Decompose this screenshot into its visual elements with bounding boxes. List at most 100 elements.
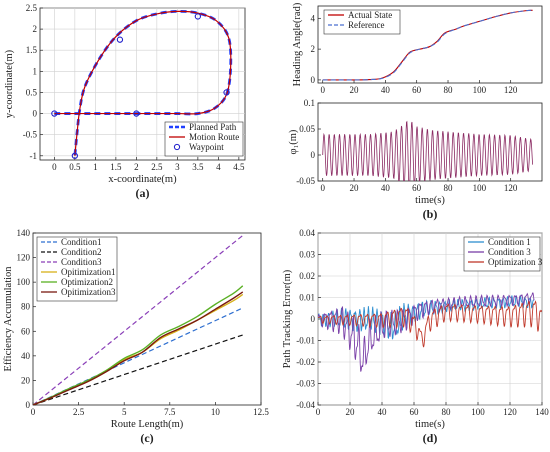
series-line-4	[33, 285, 244, 405]
y-tick-label: 140	[17, 228, 31, 238]
axes-b2: 0 20 40 60 80 100 120 -0.05 0 0.05 0.1 time(s) φ₁(m)…	[288, 98, 543, 221]
y-tick-label: -0.5	[23, 130, 38, 140]
y-tick-label: -0.01	[296, 336, 315, 346]
panel-label: (d)	[423, 431, 438, 445]
x-tick-label: 20	[346, 407, 356, 417]
axes-b1: 0 20 40 60 80 100 120 0 2 4 Heading Angle(rad) Actu…	[292, 2, 543, 95]
series-line-1	[322, 9, 533, 81]
axes-a: 0 0.5 1 1.5 2 2.5 3 3.5 4 4.5 -1 -0.5 0 0.5 1 1.5 2 2.5 x-…	[4, 3, 246, 200]
y-tick-label: 2.5	[26, 3, 38, 13]
x-tick-label: 60	[412, 85, 422, 95]
y-axis-label: Heading Angle(rad)	[292, 2, 303, 86]
x-tick-label: 0	[52, 162, 57, 172]
axes-c: 0 2.5 5 7.5 10 12.5 0 20 40 60 80 100 120 140 Route Le…	[3, 228, 269, 445]
y-tick-label: 2	[33, 24, 38, 34]
y-tick-label: 0	[33, 109, 38, 119]
x-tick-label: 7.5	[164, 407, 176, 417]
y-tick-label: 80	[21, 302, 31, 312]
x-tick-label: 0	[320, 85, 325, 95]
y-tick-label: 1	[33, 66, 38, 76]
legend-label: Condition 3	[488, 247, 531, 257]
x-tick-label: 80	[444, 85, 454, 95]
y-tick-label: 0	[311, 314, 316, 324]
y-tick-label: 20	[21, 375, 31, 385]
axes-d: 0 20 40 60 80 100 120 140 -0.04 -0.03 -0.02 -0.01 0 0…	[282, 228, 549, 445]
x-tick-label: 10	[211, 407, 221, 417]
legend-label: Optimization2	[61, 277, 113, 287]
x-axis-label: time(s)	[415, 195, 445, 206]
y-tick-label: 0	[311, 150, 316, 160]
x-axis-label: Route Length(m)	[111, 419, 184, 430]
x-tick-label: 2	[134, 162, 139, 172]
waypoint-marker	[71, 152, 78, 159]
y-tick-label: 40	[21, 351, 31, 361]
x-tick-label: 60	[410, 407, 420, 417]
x-tick-label: 100	[473, 85, 487, 95]
legend-label: Actual State	[348, 10, 392, 20]
panel-label: (a)	[136, 186, 150, 200]
x-tick-label: 0	[320, 183, 325, 193]
y-tick-label: -0.04	[296, 400, 315, 410]
series-line-0	[322, 120, 533, 181]
y-axis-label: Efficiency Accumulation	[3, 266, 14, 372]
x-tick-label: 0	[31, 407, 36, 417]
x-tick-label: 80	[444, 183, 454, 193]
series-line-1	[318, 292, 535, 372]
legend-label: Planned Path	[189, 122, 237, 132]
waypoint-marker	[116, 36, 124, 43]
y-tick-label: -0.02	[296, 357, 315, 367]
y-tick-label: 0.04	[299, 228, 315, 238]
y-tick-label: 100	[17, 277, 31, 287]
waypoint-marker	[223, 89, 230, 96]
y-tick-label: -0.03	[296, 379, 315, 389]
waypoint-marker	[51, 110, 58, 117]
x-axis-label: time(s)	[415, 419, 445, 430]
x-tick-label: 3	[175, 162, 180, 172]
x-tick-label: 100	[473, 183, 487, 193]
legend-label: Reference	[348, 20, 384, 30]
y-tick-label: 0	[26, 400, 31, 410]
series-line-1	[54, 10, 232, 156]
x-tick-label: 40	[381, 183, 391, 193]
y-tick-label: 0.01	[299, 293, 315, 303]
x-tick-label: 40	[378, 407, 388, 417]
series-line-0	[318, 294, 535, 340]
y-tick-label: 0.5	[26, 87, 38, 97]
x-tick-label: 1.5	[110, 162, 122, 172]
x-tick-label: 0	[316, 407, 321, 417]
x-tick-label: 80	[442, 407, 452, 417]
plot-area-b2	[317, 102, 543, 182]
y-tick-label: 2	[311, 44, 316, 54]
legend-label: Optimization 3	[488, 257, 543, 267]
legend-label: Opitimization1	[61, 267, 116, 277]
waypoint-marker	[194, 13, 201, 20]
x-axis-label: x-coordinate(m)	[108, 174, 177, 185]
legend-label: Motion Route	[189, 132, 239, 142]
x-tick-label: 60	[412, 183, 422, 193]
y-tick-label: 1.5	[26, 45, 38, 55]
y-tick-label: -1	[30, 151, 38, 161]
y-axis-label: Path Tracking Error(m)	[282, 269, 293, 368]
x-tick-label: 2.5	[151, 162, 163, 172]
y-tick-label: 0	[311, 75, 316, 85]
x-tick-label: 120	[504, 183, 518, 193]
x-tick-label: 100	[471, 407, 485, 417]
y-tick-label: 120	[17, 253, 31, 263]
x-tick-label: 2.5	[73, 407, 85, 417]
series-line-1	[33, 334, 243, 405]
x-tick-label: 120	[504, 85, 518, 95]
legend-box	[323, 9, 401, 35]
waypoint-marker	[133, 110, 140, 117]
x-tick-label: 120	[503, 407, 517, 417]
y-tick-label: 0.05	[299, 124, 315, 134]
x-tick-label: 4	[216, 162, 221, 172]
x-tick-label: 1	[93, 162, 98, 172]
series-line-2	[318, 300, 542, 348]
legend-box	[36, 236, 118, 302]
legend-label: Condition2	[61, 247, 102, 257]
y-tick-label: 0.1	[304, 98, 315, 108]
x-tick-label: 0.5	[69, 162, 81, 172]
y-tick-label: 4	[311, 13, 316, 23]
legend-label: Condition1	[61, 237, 102, 247]
